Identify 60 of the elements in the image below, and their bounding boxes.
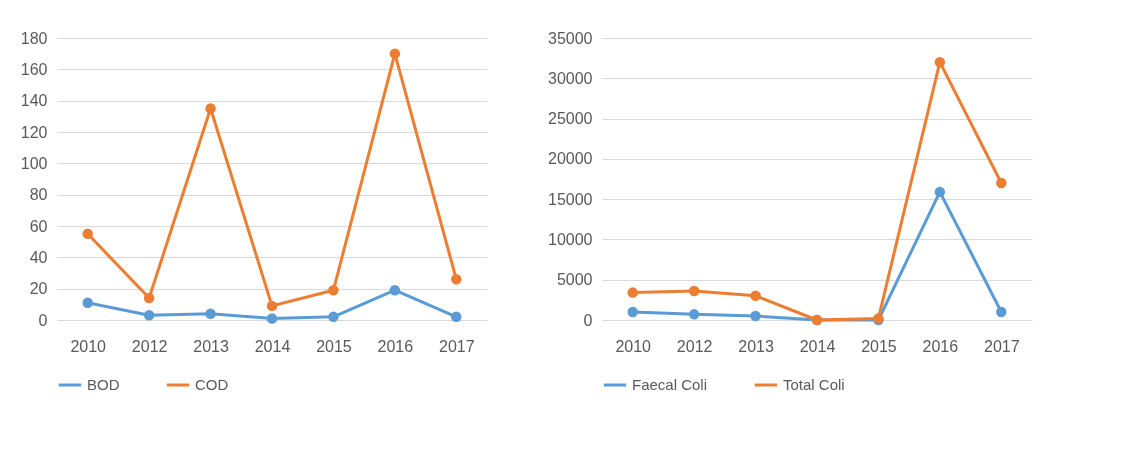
point: [143, 292, 155, 304]
point: [688, 309, 700, 320]
x-tick-label: 2016: [377, 337, 414, 355]
y-tick-label: 140: [20, 92, 48, 110]
y-tick-label: 160: [20, 60, 48, 78]
point: [750, 310, 761, 322]
y-tick-label: 100: [20, 154, 48, 172]
x-tick-label: 2017: [438, 337, 475, 355]
y-tick-label: 20000: [548, 150, 593, 168]
point: [266, 300, 278, 312]
y-tick-label: 180: [20, 29, 48, 47]
point: [143, 310, 155, 321]
legend-label: Faecal Coli: [632, 376, 708, 393]
point: [750, 290, 761, 302]
x-tick-label: 2014: [799, 337, 836, 355]
y-tick-label: 80: [29, 186, 48, 204]
y-tick-label: 120: [20, 123, 48, 141]
point: [451, 311, 462, 323]
point: [82, 228, 93, 240]
point: [389, 285, 401, 296]
point: [266, 313, 278, 324]
point: [205, 103, 216, 114]
point: [328, 311, 339, 323]
x-tick-label: 2015: [861, 337, 897, 355]
point: [688, 285, 700, 297]
y-tick-label: 40: [29, 248, 48, 266]
x-tick-label: 2016: [922, 337, 959, 355]
y-tick-label: 0: [38, 311, 48, 329]
x-tick-label: 2013: [193, 337, 229, 355]
x-tick-label: 2015: [316, 337, 352, 355]
y-tick-label: 15000: [548, 190, 593, 208]
y-tick-label: 35000: [548, 29, 593, 47]
legend-label: COD: [195, 376, 229, 393]
point: [996, 177, 1007, 189]
point: [328, 285, 339, 296]
point: [389, 48, 401, 59]
point: [996, 306, 1007, 318]
point: [205, 308, 216, 319]
x-tick-label: 2012: [131, 337, 168, 355]
point: [627, 306, 638, 318]
y-tick-label: 5000: [556, 271, 593, 289]
point: [934, 56, 946, 68]
y-tick-label: 0: [583, 311, 593, 329]
y-tick-label: 20: [29, 280, 48, 298]
y-tick-label: 25000: [548, 110, 593, 128]
x-tick-label: 2012: [676, 337, 713, 355]
point: [627, 287, 638, 298]
x-tick-label: 2010: [615, 337, 652, 355]
y-tick-label: 30000: [548, 69, 593, 87]
legend-label: BOD: [87, 376, 120, 393]
point: [934, 186, 946, 198]
legend-label: Total Coli: [783, 376, 845, 393]
point: [82, 297, 93, 308]
y-tick-label: 10000: [548, 230, 593, 248]
x-tick-label: 2017: [983, 337, 1020, 355]
point: [451, 274, 462, 285]
x-tick-label: 2010: [70, 337, 107, 355]
x-tick-label: 2013: [738, 337, 774, 355]
y-tick-label: 60: [29, 217, 48, 235]
x-tick-label: 2014: [254, 337, 291, 355]
